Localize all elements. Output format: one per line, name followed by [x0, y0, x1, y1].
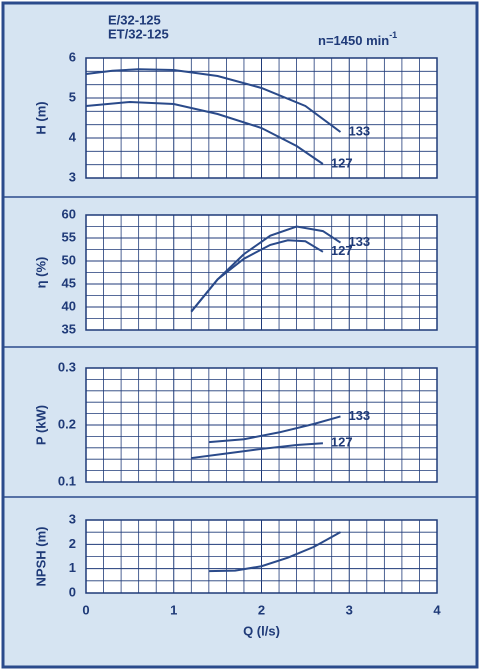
y-tick-label: 1: [69, 560, 76, 575]
y-tick-label: 3: [69, 511, 76, 526]
curve-label: 133: [348, 123, 370, 138]
curve-label: 133: [348, 408, 370, 423]
curve: [208, 415, 341, 444]
y-tick-label: 50: [62, 252, 76, 267]
curve: [85, 100, 324, 165]
curve-label: 133: [348, 234, 370, 249]
y-tick-label: 60: [62, 206, 76, 221]
y-tick-label: 2: [69, 536, 76, 551]
annotation: n=1450 min-1: [318, 30, 397, 48]
curve: [190, 239, 324, 313]
y-axis-label: η (%): [33, 257, 48, 289]
x-tick-label: 3: [346, 602, 353, 617]
y-axis-label: NPSH (m): [33, 527, 48, 587]
y-tick-label: 0: [69, 584, 76, 599]
y-tick-label: 4: [69, 129, 77, 144]
x-tick-label: 4: [433, 602, 441, 617]
curve: [191, 442, 323, 460]
y-tick-label: 3: [69, 169, 76, 184]
curve-label: 127: [331, 435, 353, 450]
y-tick-label: 5: [69, 89, 76, 104]
chart-subtitle: ET/32-125: [108, 26, 169, 41]
curve: [85, 68, 342, 133]
x-tick-label: 0: [82, 602, 89, 617]
y-tick-label: 35: [62, 321, 76, 336]
y-tick-label: 6: [69, 49, 76, 64]
curve-label: 127: [331, 243, 353, 258]
x-tick-label: 1: [170, 602, 177, 617]
annotation-text: n=1450 min: [318, 33, 389, 48]
chart-title: E/32-125: [108, 12, 161, 27]
y-tick-label: 55: [62, 229, 76, 244]
x-axis-label: Q (l/s): [243, 623, 280, 638]
annotation-superscript: -1: [389, 30, 397, 40]
y-axis-label: H (m): [33, 101, 48, 134]
curve: [208, 531, 341, 573]
y-tick-label: 45: [62, 275, 76, 290]
curve-label: 127: [331, 155, 353, 170]
y-tick-label: 40: [62, 298, 76, 313]
x-tick-label: 2: [258, 602, 265, 617]
y-tick-label: 0.3: [58, 359, 76, 374]
y-tick-label: 0.2: [58, 416, 76, 431]
y-tick-label: 0.1: [58, 473, 76, 488]
y-axis-label: P (kW): [33, 405, 48, 445]
